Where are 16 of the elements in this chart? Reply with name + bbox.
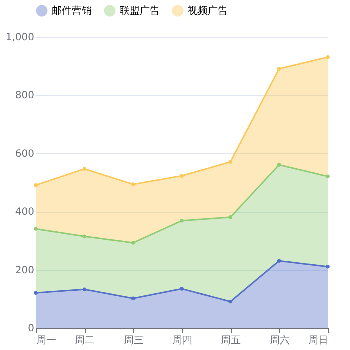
y-tick-label: 200: [15, 265, 34, 276]
y-tick-label: 1,000: [6, 32, 34, 44]
x-tick-label: 周一: [36, 336, 56, 346]
y-tick-label: 800: [15, 90, 34, 102]
x-tick-label: 周五: [221, 336, 242, 346]
y-tick-label: 400: [15, 207, 34, 218]
x-tick-label: 周三: [124, 336, 144, 346]
y-tick-label: 0: [28, 324, 34, 334]
legend-label: 联盟广告: [120, 5, 160, 17]
legend-label: 邮件营销: [52, 5, 92, 17]
y-tick-label: 600: [15, 148, 34, 160]
x-tick-label: 周六: [270, 334, 290, 346]
x-tick-label: 周二: [75, 336, 96, 346]
x-tick-label: 周日: [308, 336, 328, 346]
x-tick-label: 周四: [172, 336, 192, 346]
legend-label: 视频广告: [188, 5, 228, 17]
